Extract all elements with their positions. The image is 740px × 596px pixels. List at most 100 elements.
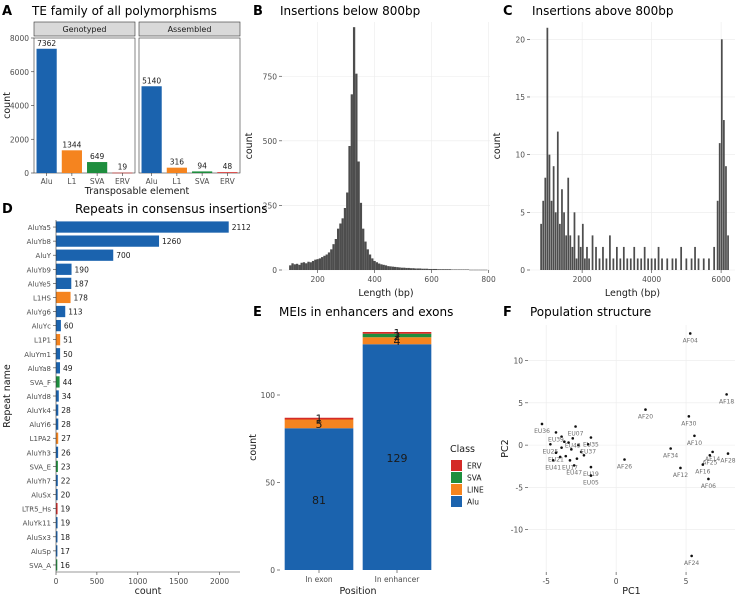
y-tick-label: 2000 — [10, 135, 29, 144]
x-tick-label: 2000 — [210, 577, 229, 586]
x-tick-label: L1 — [172, 177, 181, 186]
histogram-bar — [387, 266, 390, 270]
histogram-bar — [552, 166, 555, 270]
segment-label: 5 — [316, 418, 323, 431]
plot-area — [282, 22, 490, 270]
point-label: AF12 — [673, 472, 688, 479]
histogram-bar — [702, 258, 705, 270]
bar-value-label: 28 — [61, 406, 71, 415]
histogram-bar — [314, 259, 317, 270]
histogram-bar — [598, 258, 601, 270]
x-tick-label: 0 — [54, 577, 59, 586]
bar-l1 — [166, 167, 187, 173]
histogram-bar — [380, 264, 383, 270]
bar-aluyb8 — [56, 235, 160, 247]
point-label: AF14 — [705, 456, 720, 463]
histogram-bar — [619, 258, 622, 270]
bar-value-label: 649 — [90, 152, 105, 161]
segment-label: 129 — [387, 452, 408, 465]
y-tick-label: SVA_A — [29, 562, 51, 570]
panel-f-letter: F — [503, 305, 512, 320]
bar-value-label: 2112 — [232, 223, 251, 232]
histogram-bar — [605, 258, 608, 270]
histogram-bar — [640, 258, 643, 270]
segment-label: 2 — [394, 330, 401, 343]
histogram-bar — [584, 258, 586, 270]
point-label: AF26 — [617, 463, 632, 470]
histogram-bar — [355, 73, 358, 271]
y-tick-label: AluYd8 — [27, 393, 51, 401]
bar-alusx — [56, 488, 58, 501]
point-label: AF10 — [687, 440, 702, 447]
bar-value-label: 1260 — [162, 237, 181, 246]
bar-value-label: 316 — [170, 158, 185, 167]
histogram-bar — [289, 265, 292, 270]
bar-aluyk11 — [56, 517, 58, 529]
histogram-bar — [469, 269, 472, 271]
histogram-bar — [435, 268, 438, 270]
x-tick-label: 2000 — [573, 275, 592, 284]
x-tick-label: -5 — [542, 577, 550, 586]
x-tick-label: 400 — [367, 275, 382, 284]
histogram-bar — [567, 177, 570, 270]
scatter-point — [554, 451, 558, 455]
histogram-bar — [405, 267, 408, 270]
histogram-bar — [675, 258, 677, 270]
histogram-bar — [432, 268, 436, 270]
histogram-bar — [350, 94, 353, 270]
segment-label: 1 — [394, 327, 401, 340]
histogram-bar — [300, 262, 303, 270]
histogram-bar — [643, 246, 646, 270]
x-tick-label: Alu — [146, 177, 158, 186]
y-axis-label: count — [244, 132, 255, 159]
facet-strip-label: Genotyped — [62, 25, 106, 34]
histogram-bar — [586, 246, 588, 270]
y-tick-label: AluSp — [31, 548, 52, 556]
histogram-bar — [482, 269, 486, 271]
scatter-point — [563, 440, 566, 444]
histogram-bar — [391, 266, 394, 270]
histogram-bar — [612, 258, 615, 270]
bar-value-label: 19 — [61, 519, 71, 528]
histogram-bar — [339, 223, 342, 270]
histogram-bar — [446, 269, 449, 270]
bar-value-label: 20 — [61, 491, 71, 500]
bar-aluyk4 — [56, 404, 59, 416]
stack-segment-line — [284, 419, 354, 429]
bar-value-label: 190 — [75, 265, 90, 274]
histogram-bar — [343, 208, 347, 270]
y-tick-label: AluSx — [31, 492, 51, 500]
histogram-bar — [609, 235, 611, 270]
point-label: AF20 — [638, 414, 653, 421]
x-tick-label: In enhancer — [375, 575, 421, 584]
y-tick-label: AluYm1 — [24, 351, 51, 359]
histogram-bar — [393, 266, 397, 270]
y-tick-label: AluYi6 — [29, 421, 51, 429]
y-tick-label: AluYe5 — [28, 280, 51, 288]
histogram-bar — [298, 264, 301, 270]
scatter-point — [570, 448, 573, 451]
x-tick-label: 0 — [614, 577, 619, 586]
histogram-bar — [291, 263, 294, 270]
histogram-bar — [548, 154, 551, 270]
bar-sva_a — [56, 559, 58, 571]
histogram-bar — [373, 260, 376, 270]
bar-value-label: 34 — [62, 392, 72, 401]
histogram-bar — [321, 257, 324, 270]
histogram-bar — [466, 269, 470, 270]
panel-e-title: MEIs in enhancers and exons — [279, 305, 453, 319]
point-label: EU17 — [562, 464, 578, 471]
y-axis-label: Repeat name — [2, 364, 13, 428]
y-tick-label: 15 — [515, 93, 525, 102]
histogram-bar — [602, 246, 604, 270]
panel-f: F Population structure -5 0 5 -10 -5 0 5 10 AF04… — [500, 305, 736, 596]
bar-value-label: 17 — [60, 547, 70, 556]
histogram-bar — [419, 268, 422, 270]
histogram-bar — [680, 246, 683, 270]
facet-strip — [33, 21, 136, 37]
histogram-bar — [359, 202, 363, 270]
histogram-bar — [485, 269, 488, 271]
bar-alu — [141, 86, 162, 173]
histogram-bar — [334, 239, 337, 270]
y-tick-label: 4000 — [10, 102, 29, 111]
